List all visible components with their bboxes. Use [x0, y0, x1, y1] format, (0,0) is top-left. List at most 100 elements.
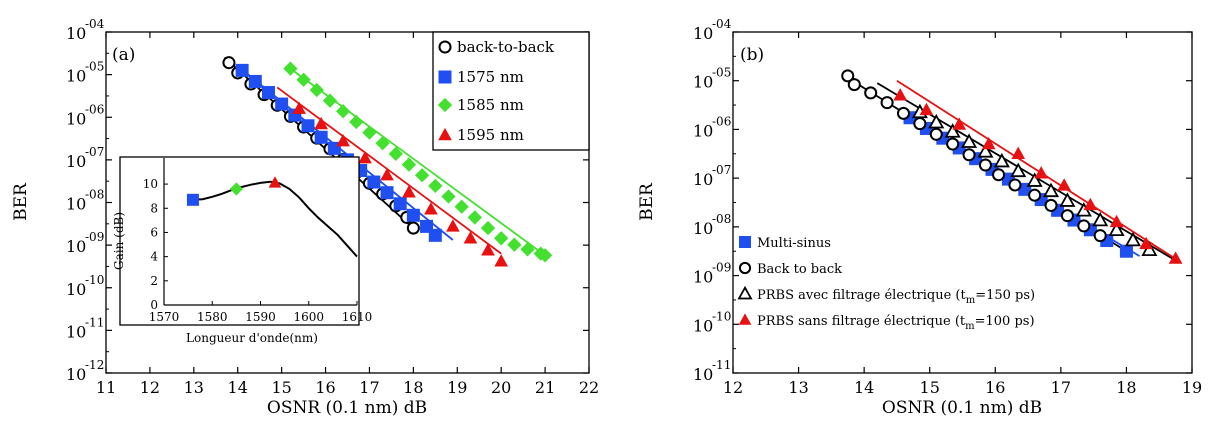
data-point-s1: [929, 127, 943, 141]
data-point-s2: [520, 242, 535, 257]
legend-prbs-sans: PRBS sans filtrage électrique (tm=100 ps…: [757, 314, 1035, 332]
data-point-s3: [446, 219, 460, 232]
data-point-s2: [993, 152, 1010, 168]
legend-multisinus: Multi-sinus: [757, 236, 831, 251]
data-point-s2: [480, 220, 496, 236]
data-point-s3: [494, 254, 509, 267]
y-tick-label: 10: [66, 365, 86, 384]
y-tick-label: 10: [693, 121, 713, 140]
inset-point-0: [186, 193, 199, 206]
data-point-s1: [1077, 219, 1091, 233]
inset-point-1: [229, 182, 243, 196]
panel-a-label: (a): [112, 45, 135, 65]
data-point-s1: [261, 86, 275, 100]
data-point-s2: [1026, 172, 1043, 187]
panel-a-axes: 11 12 13 14 15 16 17 18 19 20 21 2210-0410-0510-061…: [66, 17, 599, 397]
y-tick-label: 10: [693, 219, 713, 238]
data-point-s2: [375, 136, 390, 151]
x-tick-label: 12: [140, 378, 160, 397]
y-tick-exponent: -04: [85, 17, 105, 31]
data-point-s2: [1059, 192, 1076, 207]
data-point-s3: [919, 102, 934, 116]
data-point-s3: [314, 116, 328, 130]
y-tick-label: 10: [693, 316, 713, 335]
data-point-s2: [428, 178, 443, 194]
y-tick-exponent: -11: [712, 358, 731, 372]
data-point-s3: [402, 185, 416, 198]
x-tick-label: 18: [1116, 378, 1136, 397]
inset-point-2: [268, 176, 282, 188]
y-tick-label: 10: [66, 24, 86, 43]
data-point-s1: [896, 106, 911, 120]
x-tick-label: 14: [228, 378, 248, 397]
data-point-s2: [507, 237, 522, 252]
data-point-s1: [1060, 209, 1074, 223]
data-point-s2: [362, 125, 377, 140]
data-point-s1: [1093, 229, 1107, 243]
y-tick-exponent: -05: [85, 60, 104, 74]
legend-marker-a1: [438, 70, 452, 84]
x-tick-label: 19: [447, 378, 467, 397]
legend-prbs-avec: PRBS avec filtrage électrique (tm=150 ps…: [757, 288, 1035, 306]
data-point-s0: [222, 56, 236, 70]
y-tick-label: 10: [66, 67, 86, 86]
legend-1585: 1585 nm: [457, 96, 524, 114]
y-tick-exponent: -09: [712, 261, 731, 275]
data-point-s0: [406, 221, 420, 235]
x-tick-label: 19: [1182, 378, 1202, 397]
y-tick-label: 10: [66, 280, 86, 299]
data-point-s2: [454, 199, 469, 214]
x-tick-label: 22: [579, 378, 599, 397]
data-point-s3: [1034, 166, 1049, 179]
x-tick-label: 12: [723, 378, 743, 397]
y-tick-label: 10: [66, 237, 86, 256]
inset-x-tick-label: 1610: [342, 310, 373, 324]
x-tick-label: 15: [271, 378, 291, 397]
data-point-s3: [1011, 146, 1026, 159]
inset-y-tick-label: 6: [150, 225, 158, 239]
legend-marker-b2: [737, 285, 753, 300]
data-point-s1: [275, 97, 289, 111]
data-point-s2: [335, 104, 351, 119]
data-point-s3: [893, 88, 908, 101]
data-point-s2: [1010, 162, 1027, 178]
data-point-s3: [424, 202, 438, 215]
data-point-s1: [380, 186, 394, 200]
data-point-s2: [467, 210, 482, 225]
data-point-s2: [1108, 221, 1125, 237]
x-tick-label: 17: [1051, 378, 1071, 397]
data-point-s1: [962, 148, 976, 162]
data-point-s1: [946, 137, 960, 151]
y-tick-label: 10: [66, 152, 86, 171]
panel-b: 12 13 14 15 16 17 18 1910-0410-0510-0610-0710-0…: [637, 17, 1202, 418]
legend-marker-b0: [739, 236, 751, 248]
inset-x-tick-label: 1590: [245, 310, 276, 324]
data-point-s2: [1092, 211, 1109, 227]
data-point-s2: [441, 189, 456, 204]
data-point-s2: [296, 72, 311, 87]
data-point-s1: [235, 63, 249, 77]
data-point-s1: [1028, 188, 1042, 202]
data-point-s2: [928, 113, 945, 129]
data-point-s1: [913, 117, 927, 131]
inset-y-tick-label: 4: [150, 250, 158, 264]
y-tick-exponent: -07: [85, 145, 104, 159]
data-point-s3: [336, 133, 350, 147]
data-point-s3: [1109, 214, 1124, 228]
y-tick-exponent: -04: [712, 17, 732, 31]
legend-1575: 1575 nm: [457, 68, 524, 86]
data-point-s1: [314, 130, 328, 144]
data-point-s2: [1124, 231, 1142, 247]
inset-y-tick-label: 10: [143, 177, 158, 191]
x-tick-label: 15: [920, 378, 940, 397]
data-point-s3: [1083, 197, 1098, 211]
panel-a-legend: back-to-back 1575 nm 1585 nm 1595 nm: [432, 31, 590, 151]
data-point-s1: [367, 175, 381, 189]
data-point-s1: [1044, 198, 1058, 212]
data-point-s1: [880, 96, 894, 110]
fit-line-3: [896, 79, 1180, 262]
data-point-s1: [248, 74, 262, 88]
data-point-s2: [414, 168, 430, 183]
x-tick-label: 20: [491, 378, 511, 397]
